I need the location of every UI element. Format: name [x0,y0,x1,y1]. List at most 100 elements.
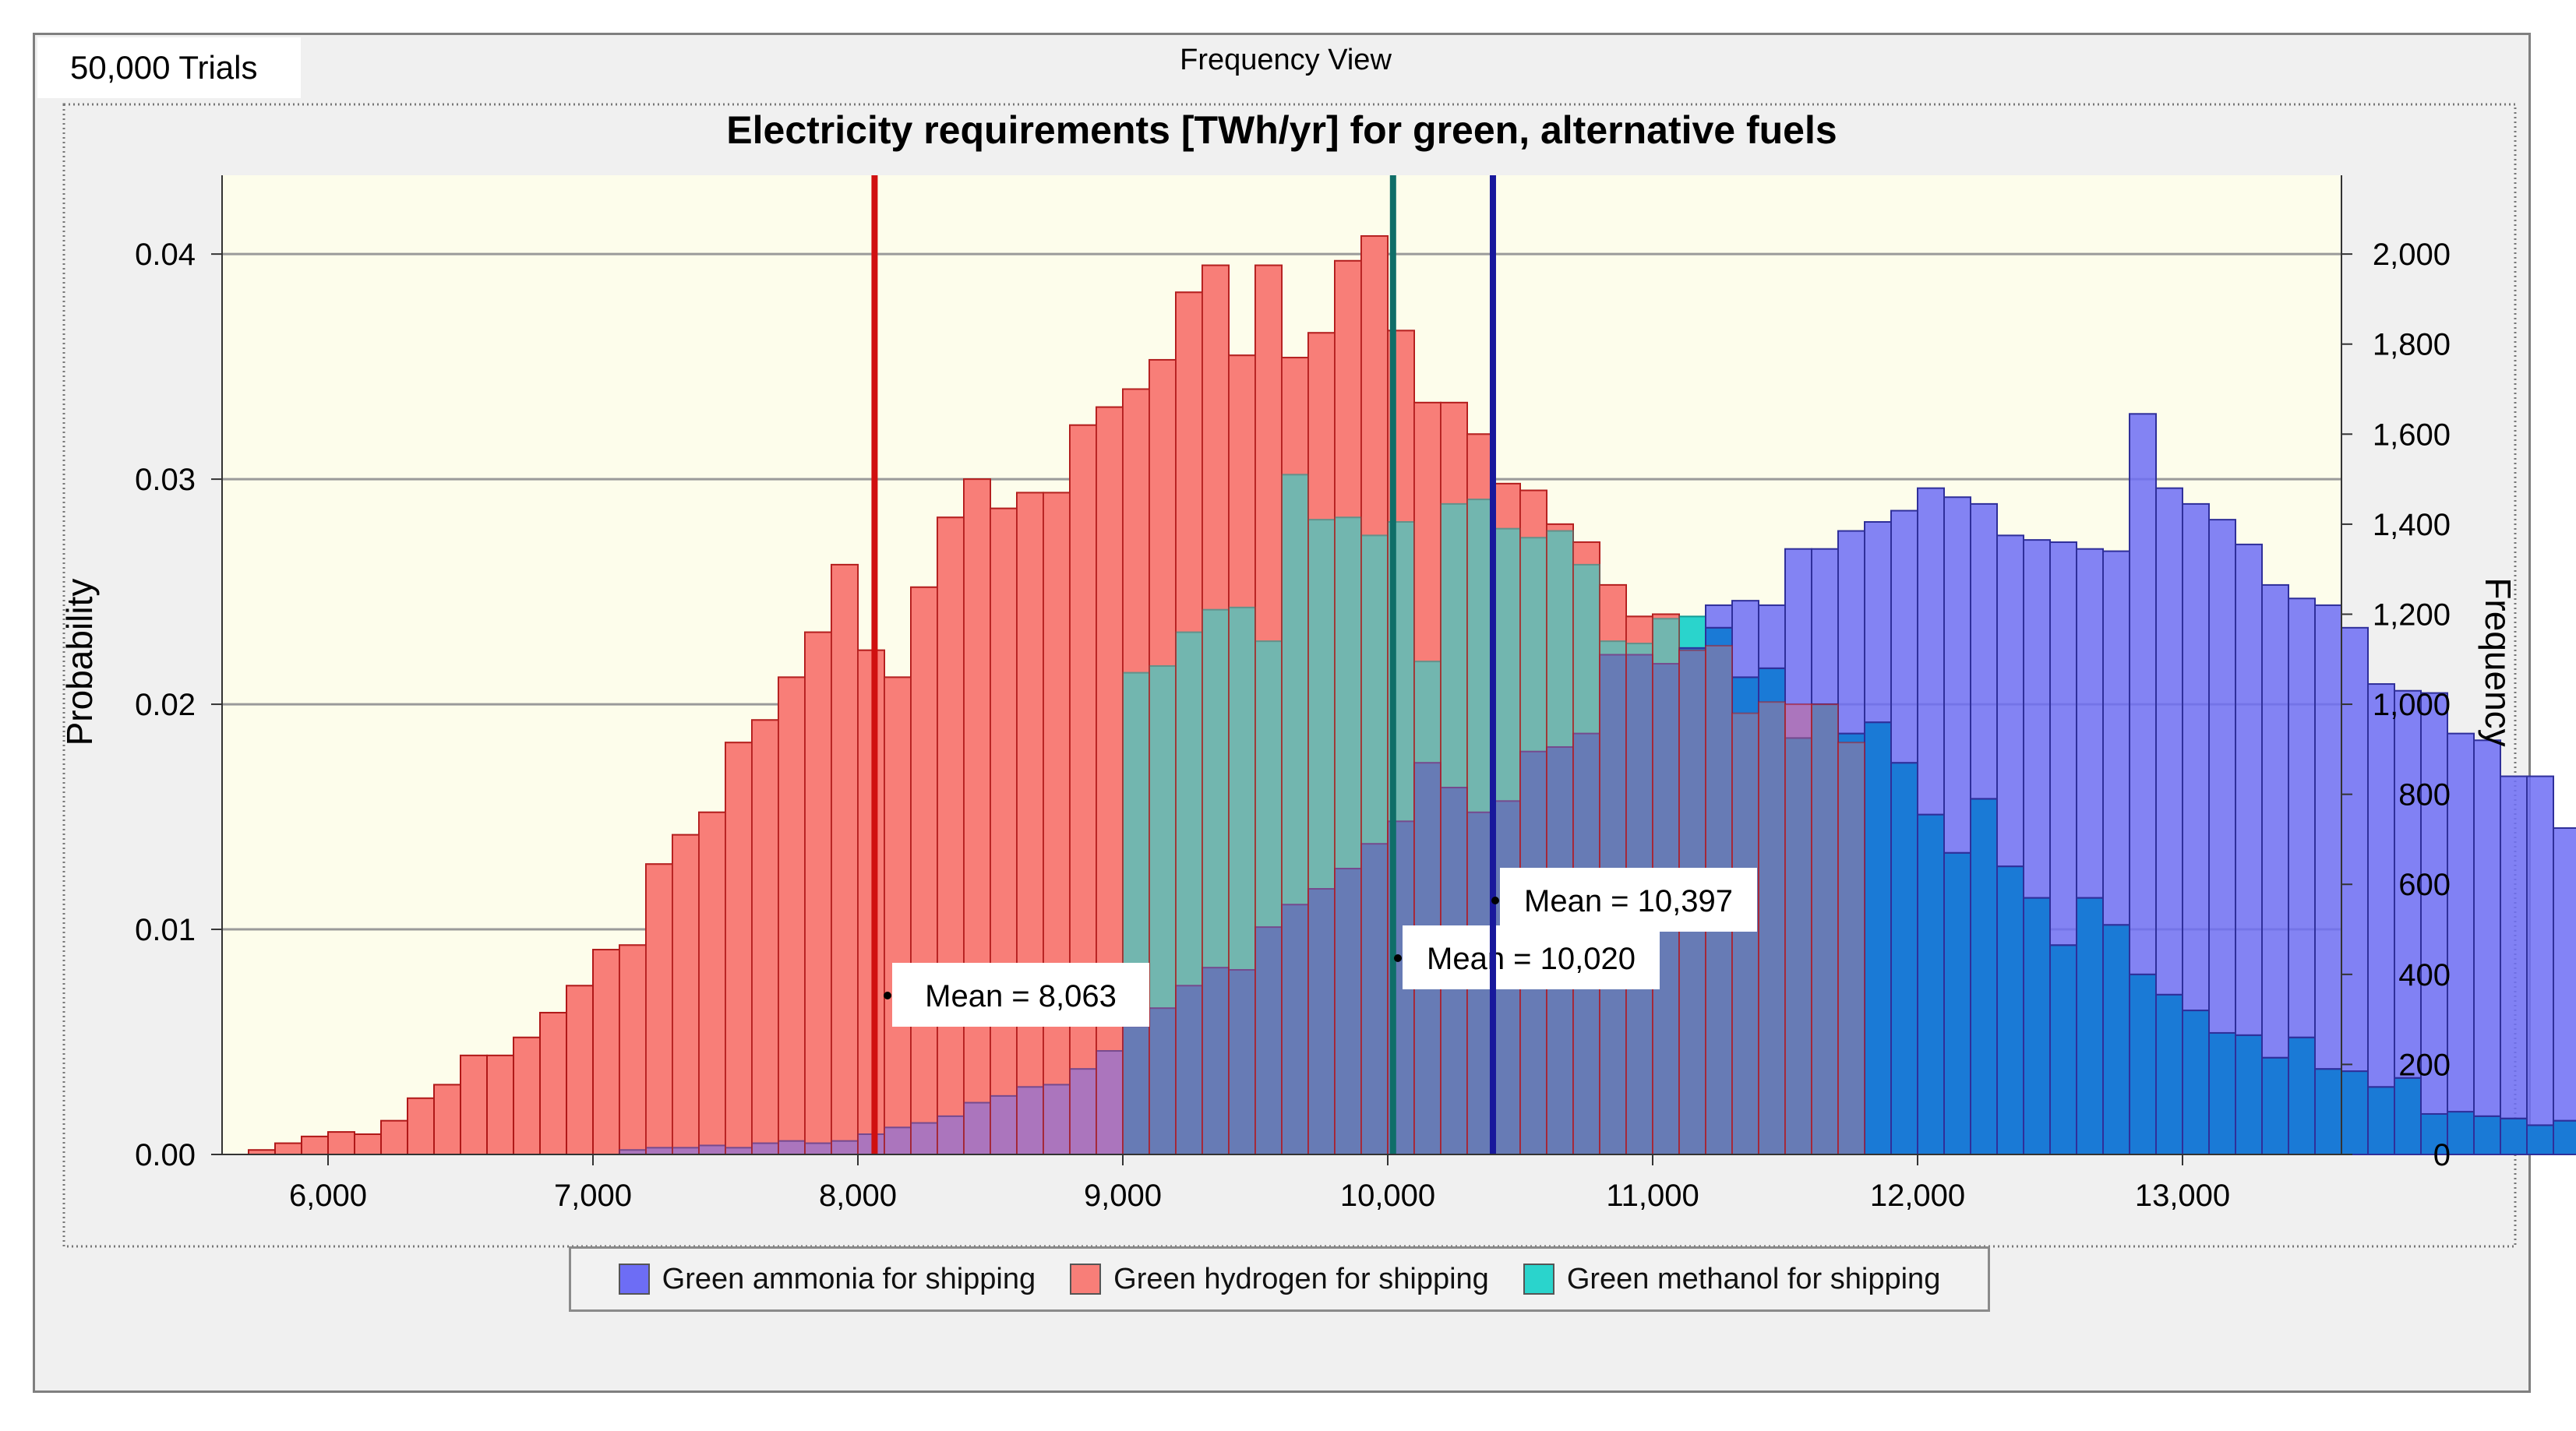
mean-marker [1491,897,1499,904]
bar-ammonia-overlap [1360,843,1389,1155]
bar-ammonia [2102,550,2130,926]
bar-hydrogen [539,1011,567,1156]
bar-ammonia-overlap [2129,973,2157,1156]
bar-ammonia [2155,487,2183,996]
y-tick-label: 0.02 [135,688,196,722]
x-tick-label: 10,000 [1340,1179,1435,1213]
y-tick-label: 0.00 [135,1138,196,1172]
bar-ammonia [2367,683,2395,1088]
bar-hydrogen-overlay [1175,291,1203,1155]
bar-ammonia-overlap [2553,1119,2576,1155]
mean-label: Mean = 8,063 [925,979,1117,1013]
bar-ammonia [2129,413,2157,975]
bar-hydrogen [380,1119,408,1155]
bar-ammonia [2420,692,2448,1115]
bar-ammonia [2182,502,2210,1012]
chart-title: Electricity requirements [TWh/yr] for gr… [726,108,1837,152]
bar-hydrogen [433,1084,461,1155]
bar-ammonia-overlap [2288,1036,2316,1155]
bar-hydrogen-overlay [1043,492,1071,1155]
bar-hydrogen-overlay [1228,354,1256,1156]
bar-ammonia-overlap [2155,993,2183,1155]
legend-swatch-methanol [1523,1264,1554,1295]
axes: 6,000 7,000 8,000 9,000 10,000 11,000 12,000 13… [135,175,2451,1213]
bar-ammonia [1784,548,1812,739]
x-tick-label: 6,000 [289,1179,367,1213]
y2-tick-label: 1,400 [2373,508,2451,542]
bar-hydrogen [327,1131,355,1155]
bar-hydrogen-overlay [1360,235,1389,1156]
bar-ammonia-overlap [2182,1010,2210,1155]
bar-ammonia [963,1101,991,1156]
bar-ammonia [2341,626,2369,1073]
y2-tick-label: 800 [2398,778,2451,812]
bar-hydrogen-overlay [751,719,779,1155]
bar-ammonia [2394,689,2422,1079]
bar-hydrogen-overlay [910,586,938,1155]
bar-hydrogen-overlay [725,742,753,1155]
bar-ammonia-overlap [1864,721,1892,1155]
bar-hydrogen [460,1054,488,1156]
bar-ammonia-overlap [2420,1112,2448,1155]
bar-hydrogen-overlay [1466,433,1494,1155]
bar-hydrogen-overlay [1572,541,1600,1155]
trials-count-label: 50,000 Trials [37,37,301,98]
bar-hydrogen-overlay [937,516,965,1155]
bar-hydrogen [513,1036,541,1155]
legend-label-methanol: Green methanol for shipping [1566,1262,1941,1295]
mean-label: Mean = 10,397 [1524,884,1733,918]
bar-hydrogen-overlay [1122,388,1150,1156]
bar-ammonia [1890,509,1918,764]
bar-ammonia [2500,775,2528,1119]
mean-label-box [1403,925,1660,989]
bar-ammonia-overlap [2023,897,2051,1156]
bar-hydrogen [274,1142,302,1156]
bar-ammonia [1705,604,1733,629]
bar-ammonia-overlap [2076,897,2104,1156]
bar-ammonia [1837,530,1865,735]
bar-hydrogen-overlay [1254,264,1283,1156]
mean-label-box [892,963,1149,1027]
bar-hydrogen-overlay [1334,259,1362,1155]
bar-ammonia [1943,496,1971,854]
y-tick-label: 0.03 [135,463,196,497]
legend-label-ammonia: Green ammonia for shipping [662,1262,1036,1295]
bar-ammonia [2076,548,2104,899]
y-axis-label: Probability [59,579,100,746]
bar-hydrogen-overlay [1731,712,1759,1155]
bar-hydrogen-overlay [698,811,726,1156]
bar-hydrogen-overlay [1149,358,1177,1155]
bar-ammonia-overlap [2102,924,2130,1155]
legend-swatch-ammonia [618,1264,650,1295]
bar-hydrogen-overlay [804,631,832,1155]
bar-ammonia [1811,548,1839,706]
mean-marker [884,992,891,999]
x-tick-label: 8,000 [819,1179,897,1213]
y2-tick-label: 1,600 [2373,418,2451,452]
bar-hydrogen [831,563,859,1155]
x-tick-label: 11,000 [1606,1179,1699,1213]
bar-hydrogen-overlay [1519,489,1547,1155]
y2-tick-label: 600 [2398,868,2451,902]
bar-ammonia [1864,521,1892,724]
y2-tick-label: 0 [2433,1138,2451,1172]
bar-hydrogen-overlay [1493,482,1521,1155]
bar-ammonia [1917,487,1945,816]
bar-hydrogen-overlay [778,676,806,1155]
bar-hydrogen [301,1135,329,1156]
view-title: Frequency View [1180,44,1392,76]
bar-ammonia [1016,1086,1044,1155]
bar-hydrogen [407,1097,435,1156]
y-tick-label: 0.01 [135,913,196,947]
bar-ammonia-overlap [2500,1117,2528,1155]
y2-axis-label: Frequency [2478,577,2518,746]
y2-tick-label: 400 [2398,958,2451,992]
bar-hydrogen [592,949,620,1155]
y2-tick-label: 1,000 [2373,688,2451,722]
bar-hydrogen-overlay [1784,703,1812,1155]
bar-ammonia-overlap [1281,904,1309,1155]
bar-hydrogen-overlay [1811,703,1839,1155]
bar-hydrogen [963,478,991,1155]
bar-hydrogen-overlay [1546,523,1574,1155]
bar-hydrogen-overlay [963,478,991,1155]
